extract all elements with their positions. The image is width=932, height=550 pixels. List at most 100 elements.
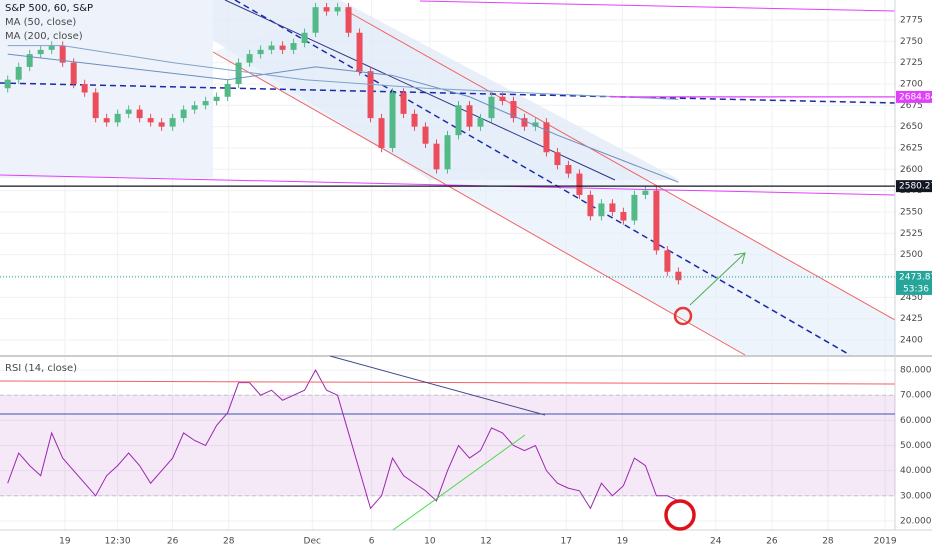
- candle-body: [587, 194, 594, 217]
- highlight-circle: [664, 499, 696, 531]
- x-tick-label: 26: [766, 537, 778, 547]
- x-tick-label: Dec: [304, 537, 321, 547]
- candle-body: [268, 45, 275, 50]
- candle-body: [664, 250, 671, 272]
- y-tick-label: 2675: [900, 101, 923, 111]
- candle-body: [444, 135, 451, 170]
- y-tick-label: 2625: [900, 143, 923, 153]
- y-tick-label: 50.0000: [900, 441, 932, 451]
- x-tick-label: 28: [223, 537, 235, 547]
- candle-body: [257, 49, 264, 55]
- x-tick-label: 12:30: [105, 537, 131, 547]
- y-tick-label: 20.0000: [900, 516, 932, 526]
- y-tick-label: 70.0000: [900, 391, 932, 401]
- legend-entry: MA (200, close): [5, 31, 83, 42]
- candle-body: [532, 122, 539, 127]
- candle-body: [15, 66, 22, 80]
- arrow: [689, 252, 746, 306]
- candle-body: [213, 96, 220, 102]
- trendline: [419, 0, 896, 12]
- candle-body: [103, 118, 110, 123]
- marks: [0, 2, 895, 510]
- y-tick-label: 2525: [900, 229, 923, 239]
- x-tick-label: 10: [424, 537, 436, 547]
- y-tick-label: 2600: [900, 165, 923, 175]
- y-tick-label: 60.0000: [900, 416, 932, 426]
- price-label-bg: [896, 180, 932, 193]
- candle-body: [488, 96, 495, 119]
- y-tick-label: 2450: [900, 293, 923, 303]
- candle-body: [466, 105, 473, 127]
- x-tick-label: 28: [822, 537, 834, 547]
- candle-body: [631, 194, 638, 221]
- candle-body: [356, 32, 363, 72]
- x-tick-label: 6: [369, 537, 375, 547]
- x-tick-label: 2019: [874, 537, 897, 547]
- x-tick-label: 12: [480, 537, 491, 547]
- candle-body: [191, 105, 198, 110]
- candle-body: [37, 49, 44, 55]
- y-tick-label: 80.0000: [900, 366, 932, 376]
- candle-body: [477, 118, 484, 127]
- candle-body: [70, 62, 77, 84]
- rsi-drawings: [0, 355, 896, 531]
- y-tick-label: 2775: [900, 15, 923, 25]
- trendline: [0, 174, 896, 196]
- candle-body: [411, 113, 418, 127]
- x-tick-label: 24: [710, 537, 722, 547]
- candle-body: [136, 109, 143, 119]
- candle-body: [334, 7, 341, 12]
- trendline: [224, 0, 616, 181]
- price-label-bg: [896, 270, 932, 295]
- x-tick-label: 19: [617, 537, 629, 547]
- x-tick-label: 19: [59, 537, 71, 547]
- candle-body: [114, 113, 121, 123]
- candle-body: [301, 32, 308, 44]
- candle-body: [653, 190, 660, 251]
- price-label-bg: [896, 90, 932, 103]
- y-tick-label: 2750: [900, 37, 923, 47]
- candle-body: [147, 118, 154, 123]
- rsi-band: [0, 395, 895, 496]
- trendline: [392, 434, 526, 531]
- candle-body: [180, 109, 187, 119]
- candle-body: [246, 54, 253, 63]
- candle-body: [609, 203, 616, 212]
- candle-body: [499, 96, 506, 102]
- chart-title: S&P 500, 60, S&P: [5, 3, 93, 14]
- candle-body: [521, 118, 528, 127]
- y-tick-label: 2700: [900, 79, 923, 89]
- candle-body: [312, 7, 319, 33]
- channel-line: [212, 51, 746, 356]
- moving-average: [7, 53, 679, 183]
- candle-body: [224, 83, 231, 97]
- candle-body: [620, 211, 627, 221]
- candle-body: [158, 122, 165, 127]
- candle-body: [92, 92, 99, 119]
- countdown: 53:36: [903, 284, 929, 294]
- y-tick-label: 30.0000: [900, 491, 932, 501]
- candle-body: [26, 54, 33, 67]
- candle-body: [290, 43, 297, 50]
- y-tick-label: 2650: [900, 122, 923, 132]
- y-tick-label: 2400: [900, 335, 923, 345]
- arrow-head: [733, 252, 746, 265]
- candle-body: [323, 7, 330, 12]
- price-label: 2580.27: [899, 182, 932, 192]
- channel: [213, 10, 895, 355]
- shade: [0, 0, 213, 178]
- price-label: 2473.87: [899, 272, 932, 282]
- candle-body: [202, 101, 209, 106]
- x-tick-label: 26: [167, 537, 179, 547]
- y-tick-label: 2500: [900, 250, 923, 260]
- y-tick-label: 2550: [900, 207, 923, 217]
- candle-body: [279, 45, 286, 50]
- moving-average: [7, 45, 679, 100]
- candle-body: [400, 92, 407, 114]
- channel-mid: [234, 0, 851, 356]
- candle-body: [345, 7, 352, 33]
- candle-body: [389, 92, 396, 148]
- candle-body: [642, 190, 649, 195]
- candle-body: [455, 105, 462, 136]
